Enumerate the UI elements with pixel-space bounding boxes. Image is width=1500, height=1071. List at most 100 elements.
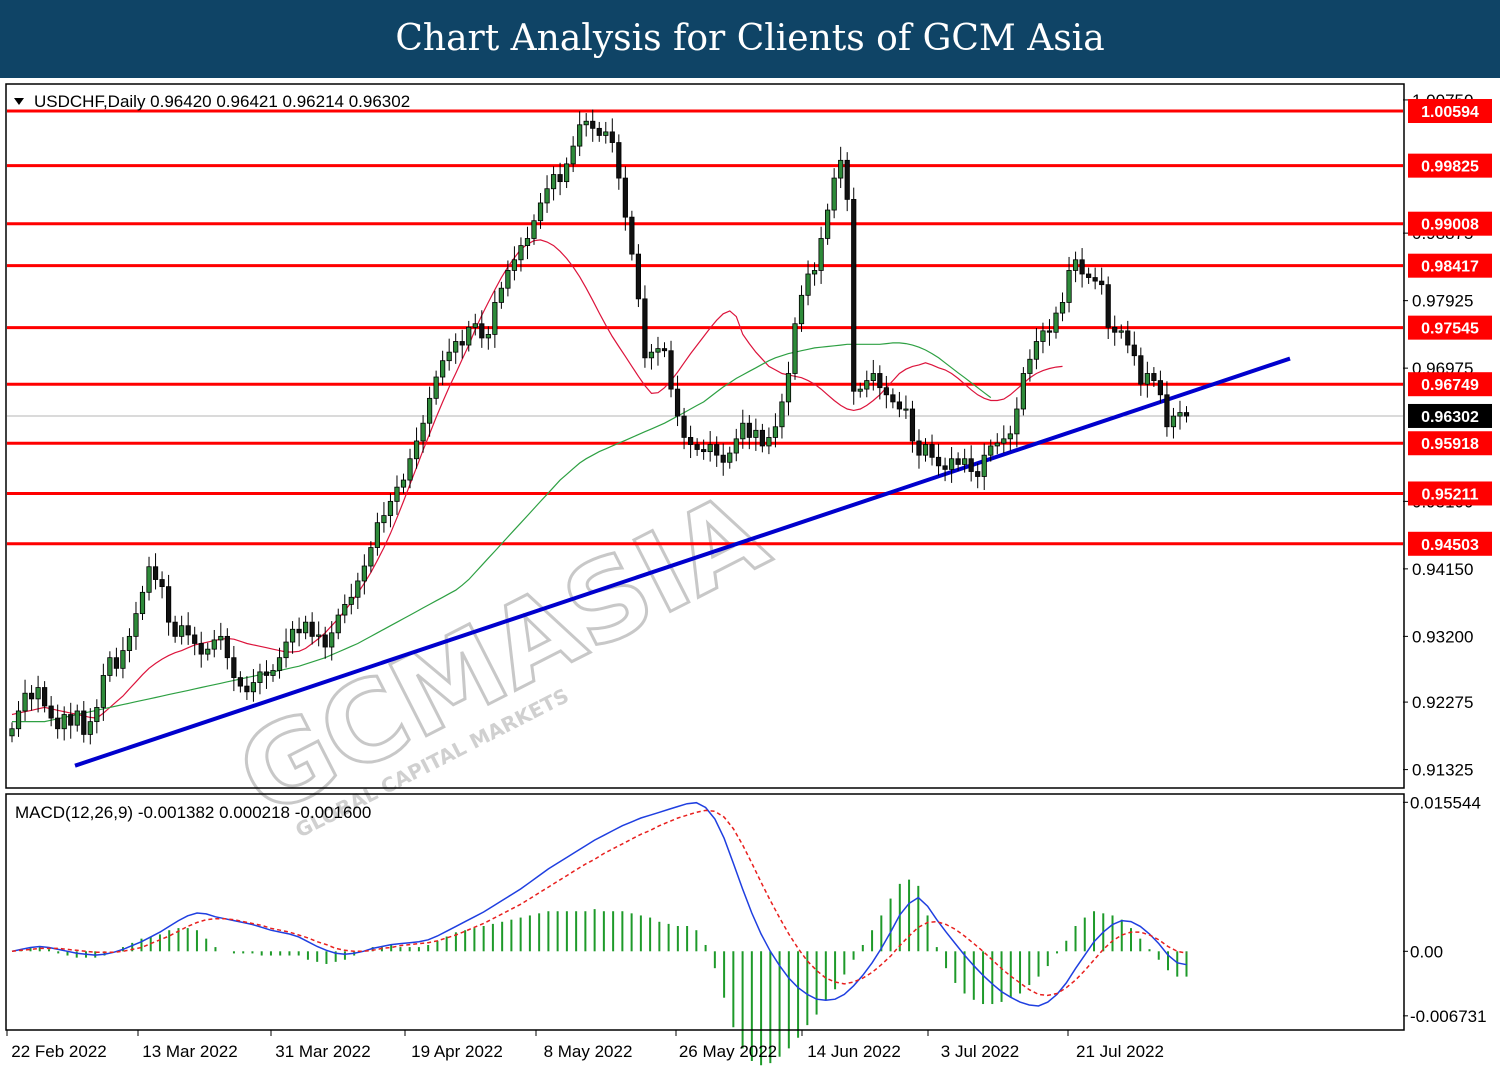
candle-body	[596, 127, 602, 136]
candle-body	[192, 634, 198, 644]
candle-body	[472, 323, 478, 328]
candle-body	[276, 657, 283, 671]
candle-body	[198, 643, 204, 655]
macd-label: MACD(12,26,9) -0.001382 0.000218 -0.0016…	[15, 803, 371, 822]
candle-body	[564, 163, 570, 183]
candle-body	[1131, 344, 1137, 357]
candle-body	[681, 415, 687, 438]
candle-body	[453, 341, 459, 353]
candle-body	[877, 373, 883, 389]
candle-body	[629, 216, 635, 255]
level-price-tag-label: 0.99008	[1421, 217, 1479, 234]
candle-body	[524, 238, 531, 246]
candle-body	[113, 657, 119, 669]
candle-body	[361, 565, 367, 582]
moving-averages	[11, 239, 1063, 723]
candle-body	[211, 639, 217, 650]
candle-body	[303, 621, 309, 634]
candle-body	[772, 426, 779, 438]
candle-body	[994, 442, 1000, 447]
candle-body	[485, 333, 491, 339]
candle-body	[759, 429, 765, 447]
candle-body	[720, 454, 726, 463]
level-price-tag	[1408, 253, 1492, 278]
dropdown-triangle-icon[interactable]	[14, 98, 24, 105]
candle-body	[159, 579, 165, 588]
candle-body	[120, 650, 126, 669]
candle-body	[1072, 259, 1079, 271]
candle-body	[289, 628, 296, 643]
candle-body	[28, 692, 35, 700]
candle-body	[537, 202, 544, 222]
candle-body	[1118, 330, 1124, 333]
candle-body	[570, 145, 576, 165]
candle-body	[1138, 355, 1144, 385]
level-price-tag	[1408, 211, 1492, 236]
candle-body	[668, 350, 674, 390]
candle-body	[257, 671, 263, 683]
candle-body	[231, 657, 237, 678]
candle-body	[459, 341, 465, 346]
candle-body	[753, 429, 759, 438]
level-price-tag-label: 0.98417	[1421, 259, 1479, 276]
candle-body	[942, 465, 948, 470]
candle-body	[831, 177, 837, 211]
candle-body	[283, 641, 289, 659]
candle-body	[107, 657, 113, 676]
candle-body	[1099, 280, 1105, 286]
candle-body	[916, 440, 922, 456]
candle-body	[1066, 270, 1072, 303]
candle-body	[740, 422, 746, 440]
price-tick-label: 0.92275	[1412, 693, 1473, 712]
candle-body	[1170, 415, 1177, 428]
date-tick-label: 31 Mar 2022	[275, 1042, 370, 1061]
candle-body	[805, 273, 811, 296]
candle-body	[263, 671, 270, 676]
level-price-tag	[1408, 372, 1492, 397]
candle-body	[165, 586, 172, 623]
candle-body	[1001, 438, 1007, 444]
candle-body	[1014, 408, 1020, 435]
candle-body	[387, 500, 394, 516]
candle-body	[146, 566, 152, 593]
level-price-tag-label: 0.94503	[1421, 537, 1479, 554]
price-tick-label: 0.97925	[1412, 292, 1473, 311]
candle-body	[466, 326, 472, 346]
candle-body	[590, 120, 596, 129]
candle-body	[400, 479, 407, 488]
candle-body	[1105, 284, 1111, 328]
candle-body	[381, 515, 387, 524]
date-tick-label: 19 Apr 2022	[411, 1042, 503, 1061]
candle-body	[1046, 330, 1053, 333]
date-tick-label: 8 May 2022	[544, 1042, 633, 1061]
trendline	[74, 356, 1291, 768]
candle-body	[929, 444, 935, 458]
candle-body	[1151, 373, 1157, 381]
candle-body	[922, 444, 929, 456]
candle-body	[818, 238, 824, 271]
axes: 1.007500.988750.979250.969750.951000.941…	[6, 91, 1487, 1061]
price-tick-label: 0.93200	[1412, 627, 1473, 646]
candle-body	[420, 422, 426, 442]
candle-body	[185, 625, 191, 636]
candle-body	[1033, 341, 1040, 360]
candle-body	[727, 452, 733, 463]
candle-body	[701, 449, 707, 453]
candle-body	[635, 253, 642, 300]
candle-body	[505, 270, 511, 289]
candle-body	[244, 685, 250, 693]
candle-body	[1092, 277, 1098, 282]
candle-body	[179, 625, 185, 637]
level-price-tag-label: 0.99825	[1421, 159, 1479, 176]
level-price-tag	[1408, 315, 1492, 340]
candle-body	[962, 458, 968, 465]
current-price-tag-label: 0.96302	[1421, 409, 1479, 426]
level-price-tag	[1408, 153, 1492, 178]
candle-body	[498, 287, 504, 303]
candle-body	[1059, 302, 1066, 314]
level-price-tag	[1408, 531, 1492, 556]
candle-body	[903, 408, 909, 411]
candle-body	[100, 675, 106, 708]
candle-body	[172, 621, 178, 637]
candle-body	[583, 120, 589, 126]
